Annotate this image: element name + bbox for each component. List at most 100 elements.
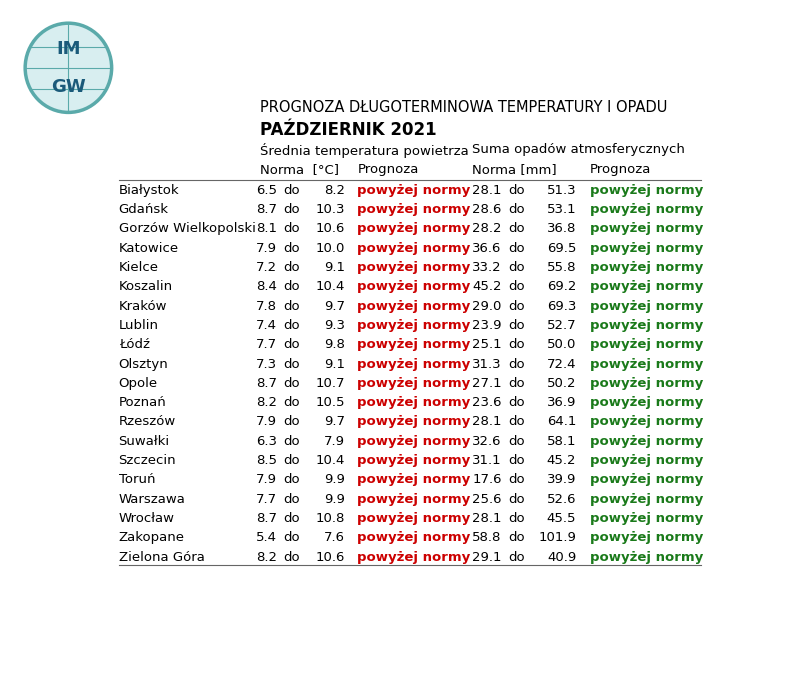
Text: do: do — [508, 222, 525, 235]
Text: do: do — [283, 396, 299, 409]
Text: do: do — [508, 396, 525, 409]
Text: powyżej normy: powyżej normy — [590, 377, 703, 390]
Text: 7.6: 7.6 — [324, 532, 345, 544]
Text: 28.1: 28.1 — [472, 184, 502, 197]
Text: do: do — [283, 319, 299, 332]
Text: 17.6: 17.6 — [472, 473, 502, 486]
Text: 45.2: 45.2 — [472, 280, 502, 294]
Text: 7.2: 7.2 — [255, 261, 277, 274]
Text: powyżej normy: powyżej normy — [590, 396, 703, 409]
Text: 28.2: 28.2 — [472, 222, 502, 235]
Text: do: do — [508, 261, 525, 274]
Text: powyżej normy: powyżej normy — [590, 241, 703, 255]
Text: Zielona Góra: Zielona Góra — [118, 551, 205, 563]
Text: powyżej normy: powyżej normy — [358, 241, 470, 255]
Text: Średnia temperatura powietrza: Średnia temperatura powietrza — [260, 143, 469, 158]
Text: do: do — [283, 184, 299, 197]
Text: powyżej normy: powyżej normy — [358, 473, 470, 486]
Circle shape — [25, 23, 112, 113]
Text: powyżej normy: powyżej normy — [590, 261, 703, 274]
Text: 50.0: 50.0 — [546, 338, 576, 351]
Text: 36.9: 36.9 — [546, 396, 576, 409]
Text: Kraków: Kraków — [118, 300, 167, 313]
Text: 10.5: 10.5 — [315, 396, 345, 409]
Text: do: do — [283, 357, 299, 371]
Text: 8.2: 8.2 — [324, 184, 345, 197]
Text: do: do — [508, 512, 525, 525]
Text: 27.1: 27.1 — [472, 377, 502, 390]
Text: do: do — [508, 203, 525, 216]
Text: 10.4: 10.4 — [315, 454, 345, 467]
Text: powyżej normy: powyżej normy — [590, 222, 703, 235]
Text: Szczecin: Szczecin — [118, 454, 176, 467]
Text: 10.6: 10.6 — [315, 551, 345, 563]
Text: do: do — [283, 435, 299, 447]
Text: 8.7: 8.7 — [256, 377, 277, 390]
Text: do: do — [508, 280, 525, 294]
Text: Lublin: Lublin — [118, 319, 158, 332]
Text: 64.1: 64.1 — [546, 416, 576, 428]
Text: powyżej normy: powyżej normy — [358, 377, 470, 390]
Text: Gorzów Wielkopolski: Gorzów Wielkopolski — [118, 222, 255, 235]
Text: do: do — [283, 493, 299, 506]
Text: 28.1: 28.1 — [472, 416, 502, 428]
Text: do: do — [508, 300, 525, 313]
Text: Toruń: Toruń — [118, 473, 155, 486]
Text: powyżej normy: powyżej normy — [358, 280, 470, 294]
Text: powyżej normy: powyżej normy — [358, 261, 470, 274]
Text: 58.1: 58.1 — [546, 435, 576, 447]
Text: 31.1: 31.1 — [472, 454, 502, 467]
Text: 31.3: 31.3 — [472, 357, 502, 371]
Text: powyżej normy: powyżej normy — [590, 319, 703, 332]
Text: 9.8: 9.8 — [324, 338, 345, 351]
Text: 25.1: 25.1 — [472, 338, 502, 351]
Text: powyżej normy: powyżej normy — [590, 551, 703, 563]
Text: do: do — [283, 532, 299, 544]
Text: 8.1: 8.1 — [256, 222, 277, 235]
Text: 28.1: 28.1 — [472, 512, 502, 525]
Text: do: do — [508, 532, 525, 544]
Text: Poznań: Poznań — [118, 396, 166, 409]
Text: Zakopane: Zakopane — [118, 532, 185, 544]
Text: do: do — [508, 454, 525, 467]
Text: do: do — [508, 319, 525, 332]
Text: do: do — [508, 357, 525, 371]
Text: 69.5: 69.5 — [546, 241, 576, 255]
Text: powyżej normy: powyżej normy — [358, 222, 470, 235]
Text: 8.2: 8.2 — [256, 551, 277, 563]
Text: do: do — [508, 435, 525, 447]
Text: do: do — [283, 473, 299, 486]
Text: powyżej normy: powyżej normy — [590, 184, 703, 197]
Text: do: do — [283, 416, 299, 428]
Text: 8.7: 8.7 — [256, 203, 277, 216]
Text: 39.9: 39.9 — [546, 473, 576, 486]
Text: 9.9: 9.9 — [324, 473, 345, 486]
Text: Prognoza: Prognoza — [358, 163, 418, 176]
Text: do: do — [508, 338, 525, 351]
Text: 9.1: 9.1 — [324, 261, 345, 274]
Text: do: do — [283, 454, 299, 467]
Text: 23.6: 23.6 — [472, 396, 502, 409]
Text: powyżej normy: powyżej normy — [590, 416, 703, 428]
Text: 7.9: 7.9 — [256, 473, 277, 486]
Text: 7.8: 7.8 — [256, 300, 277, 313]
Text: do: do — [508, 551, 525, 563]
Text: powyżej normy: powyżej normy — [358, 416, 470, 428]
Text: powyżej normy: powyżej normy — [358, 300, 470, 313]
Text: IM: IM — [56, 40, 81, 58]
Text: 5.4: 5.4 — [256, 532, 277, 544]
Text: powyżej normy: powyżej normy — [358, 512, 470, 525]
Text: Prognoza: Prognoza — [590, 163, 651, 176]
Text: 9.7: 9.7 — [324, 300, 345, 313]
Text: do: do — [283, 551, 299, 563]
Text: 8.7: 8.7 — [256, 512, 277, 525]
Text: do: do — [283, 377, 299, 390]
Text: 7.9: 7.9 — [256, 241, 277, 255]
Text: Katowice: Katowice — [118, 241, 178, 255]
Text: do: do — [508, 241, 525, 255]
Text: 8.2: 8.2 — [256, 396, 277, 409]
Text: Olsztyn: Olsztyn — [118, 357, 168, 371]
Text: 8.5: 8.5 — [256, 454, 277, 467]
Text: powyżej normy: powyżej normy — [358, 493, 470, 506]
Text: 51.3: 51.3 — [546, 184, 576, 197]
